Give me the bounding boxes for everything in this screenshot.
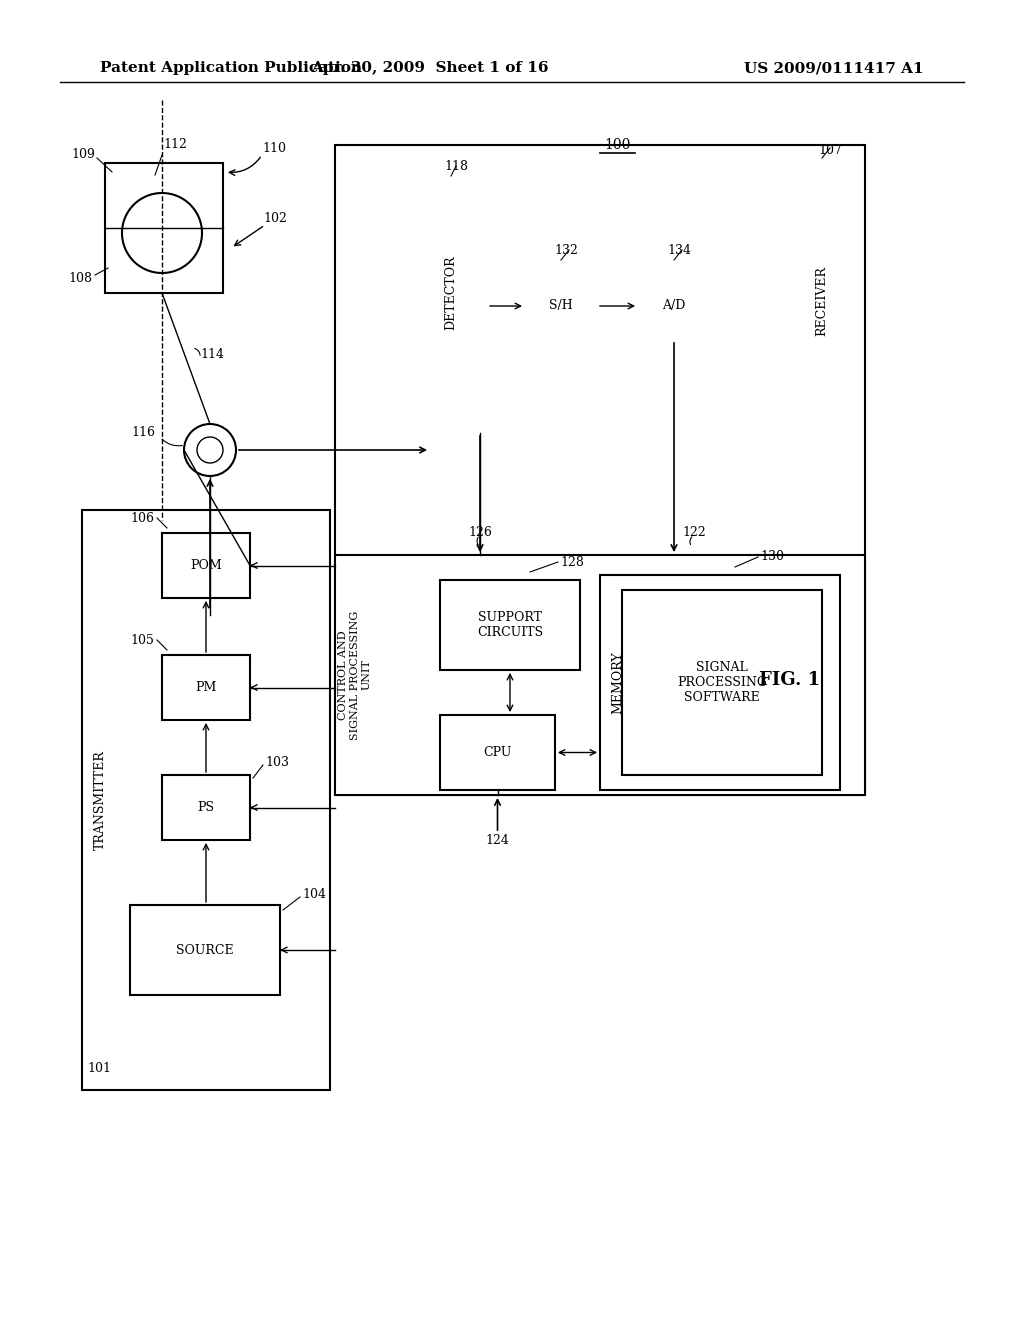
Text: MEMORY: MEMORY [611,651,625,714]
Text: SIGNAL
PROCESSING
SOFTWARE: SIGNAL PROCESSING SOFTWARE [677,661,767,704]
Bar [335,554,865,795]
Text: 118: 118 [444,160,468,173]
Bar [105,162,223,293]
Text: 100: 100 [604,139,630,152]
Circle shape [122,193,202,273]
Text: 106: 106 [130,511,154,524]
Text: SOURCE: SOURCE [176,944,233,957]
Text: 124: 124 [485,833,509,846]
Bar [440,579,580,671]
Text: 104: 104 [302,888,326,902]
Text: CPU: CPU [483,746,512,759]
Text: TRANSMITTER: TRANSMITTER [93,750,106,850]
Text: 101: 101 [87,1061,111,1074]
Bar [162,533,250,598]
Bar [130,906,280,995]
Bar [600,576,840,789]
Text: 102: 102 [263,211,287,224]
Bar [638,272,710,341]
Text: RECEIVER: RECEIVER [815,265,828,335]
Text: 128: 128 [560,556,584,569]
Text: 105: 105 [130,634,154,647]
Circle shape [197,437,223,463]
Text: 126: 126 [468,527,492,540]
Text: PM: PM [196,681,217,694]
Bar [622,590,822,775]
Circle shape [184,424,236,477]
Text: 103: 103 [265,756,289,770]
Bar [82,510,330,1090]
Text: 107: 107 [818,144,842,157]
Bar [525,272,597,341]
Bar [440,715,555,789]
Bar [162,775,250,840]
Bar [162,655,250,719]
Text: 134: 134 [667,243,691,256]
Text: US 2009/0111417 A1: US 2009/0111417 A1 [744,61,924,75]
Bar [415,187,487,399]
Text: PS: PS [198,801,214,814]
Text: 112: 112 [163,139,187,152]
Text: 122: 122 [682,527,706,540]
Text: A/D: A/D [663,300,686,313]
Text: 130: 130 [760,550,784,564]
Bar [390,168,840,433]
Text: Apr. 30, 2009  Sheet 1 of 16: Apr. 30, 2009 Sheet 1 of 16 [311,61,549,75]
Text: Patent Application Publication: Patent Application Publication [100,61,362,75]
Text: 116: 116 [131,425,155,438]
Text: 109: 109 [71,149,95,161]
Text: 110: 110 [262,141,286,154]
Text: SUPPORT
CIRCUITS: SUPPORT CIRCUITS [477,611,543,639]
Text: S/H: S/H [549,300,572,313]
Text: FIG. 1: FIG. 1 [760,671,820,689]
Text: 132: 132 [554,243,578,256]
Text: 108: 108 [68,272,92,285]
Text: CONTROL AND
SIGNAL PROCESSING
UNIT: CONTROL AND SIGNAL PROCESSING UNIT [338,610,372,739]
Bar [335,145,865,795]
Text: POM: POM [190,558,222,572]
Text: 114: 114 [200,348,224,362]
Text: DETECTOR: DETECTOR [444,256,458,330]
